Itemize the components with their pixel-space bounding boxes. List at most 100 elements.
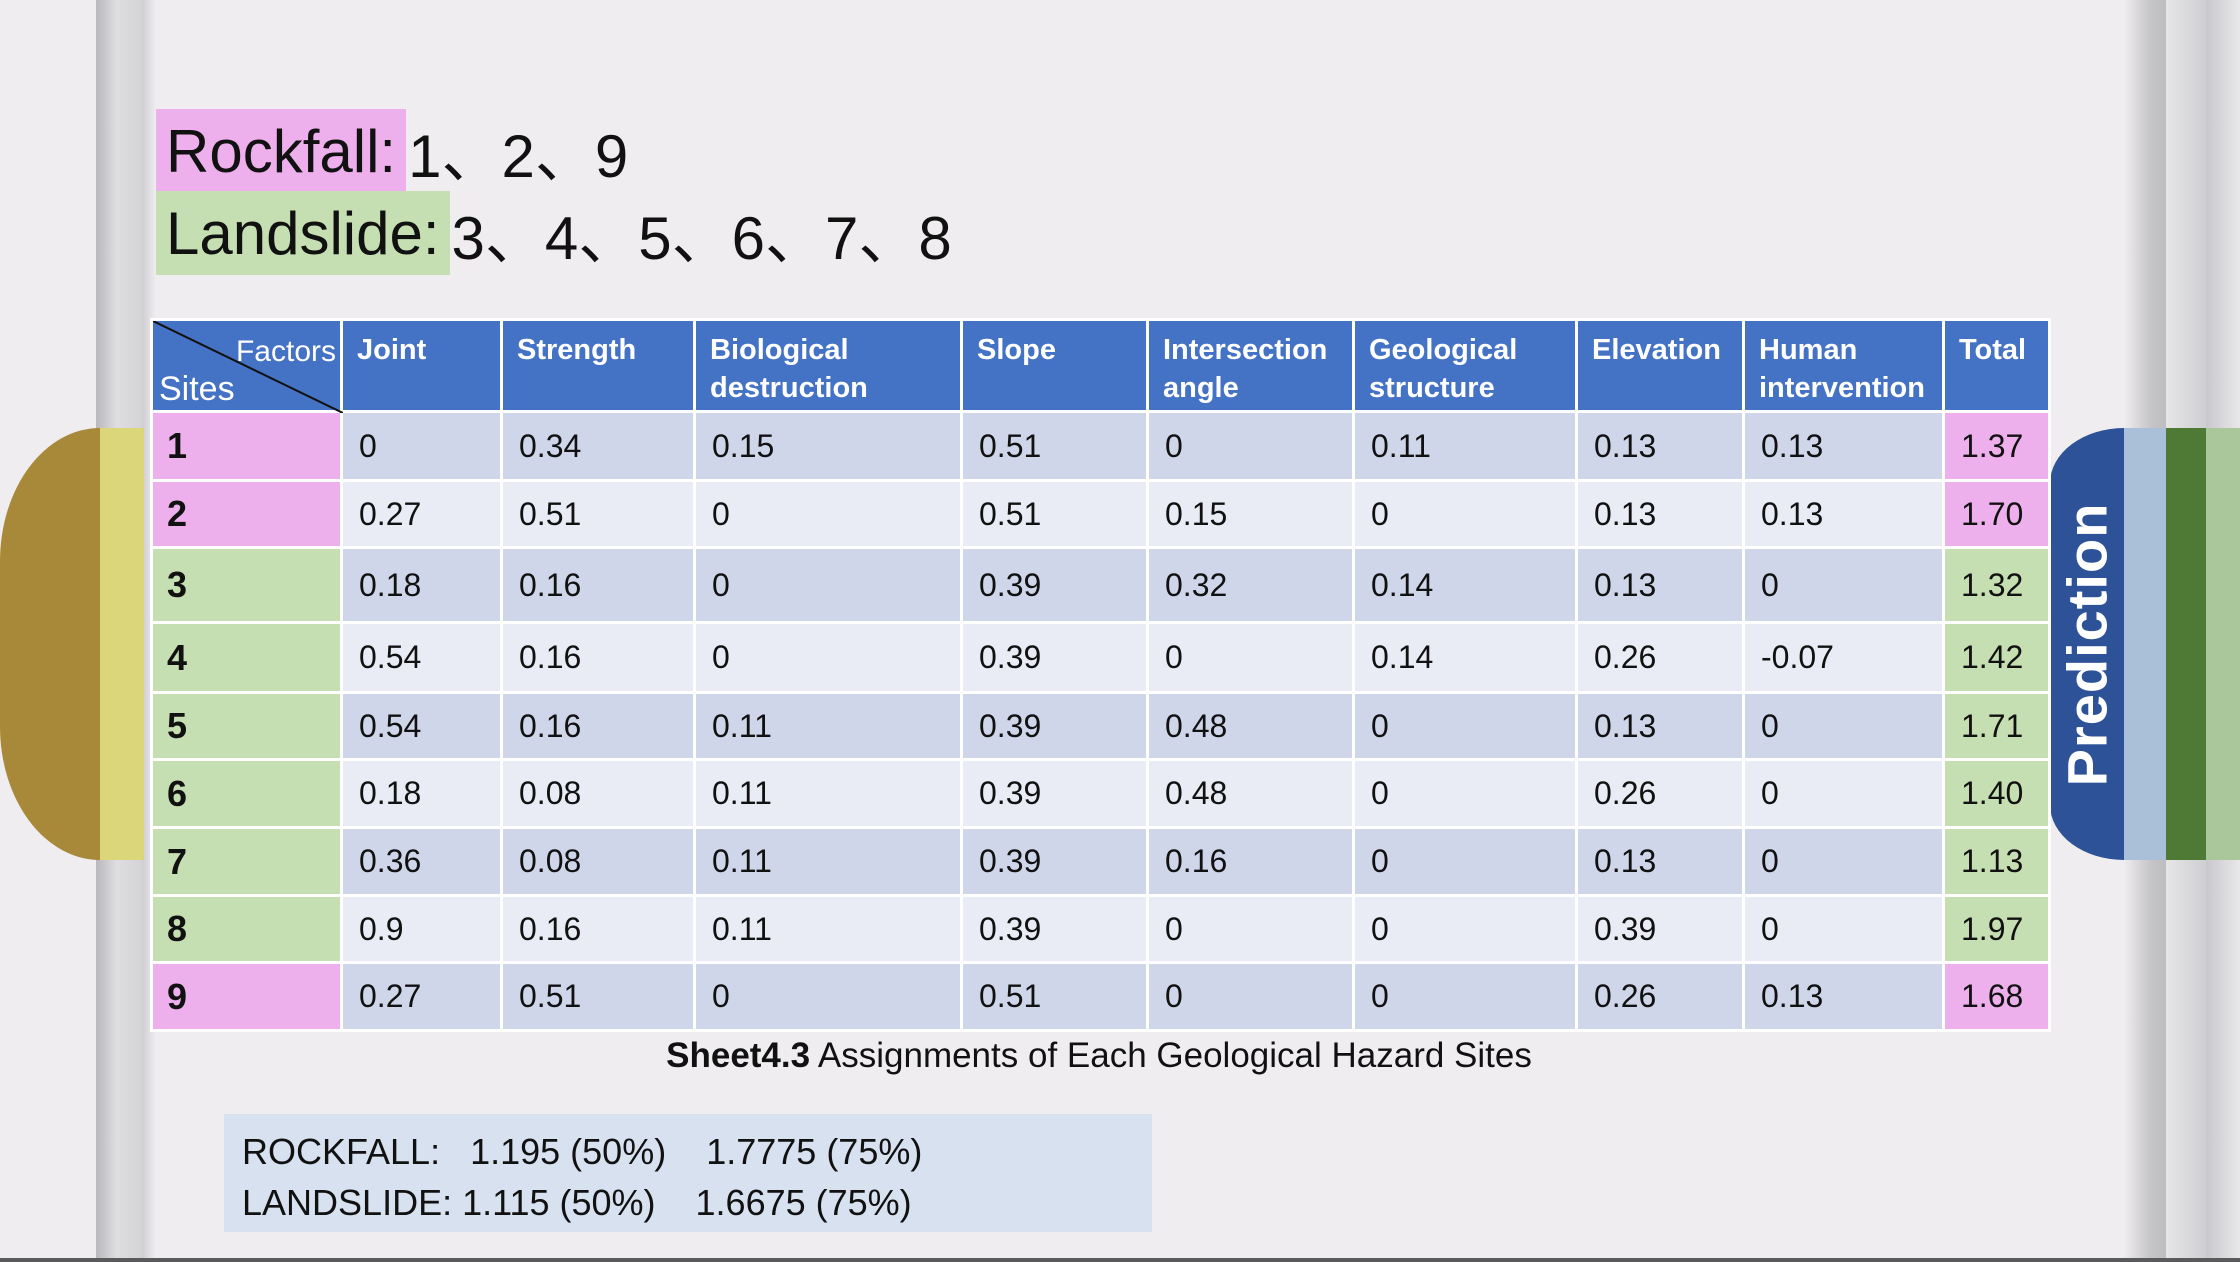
rockfall-threshold: ROCKFALL: 1.195 (50%) 1.7775 (75%) — [242, 1131, 923, 1172]
corner-factors-label: Factors — [235, 335, 336, 368]
value-cell: 0.39 — [960, 546, 1149, 624]
total-cell: 1.68 — [1942, 961, 2051, 1032]
value-cell: 0.34 — [500, 410, 696, 482]
value-cell: 0.36 — [340, 826, 503, 897]
value-cell: 0.13 — [1742, 410, 1945, 482]
table-row: 1 0 0.34 0.15 0.51 0 0.11 0.13 0.13 1.37 — [150, 410, 2051, 482]
value-cell: 0.13 — [1575, 546, 1745, 624]
column-header: Intersection angle — [1146, 318, 1355, 413]
value-cell: 0.16 — [500, 691, 696, 761]
site-cell: 9 — [150, 961, 343, 1032]
value-cell: 0.26 — [1575, 961, 1745, 1032]
rockfall-line: Rockfall: 1、2、9 — [156, 109, 628, 193]
value-cell: 0.9 — [340, 894, 503, 964]
value-cell: 0 — [1742, 691, 1945, 761]
value-cell: 0 — [340, 410, 503, 482]
value-cell: 0.26 — [1575, 621, 1745, 694]
value-cell: 0.27 — [340, 961, 503, 1032]
value-cell: 0.48 — [1146, 758, 1355, 829]
table-row: 8 0.9 0.16 0.11 0.39 0 0 0.39 0 1.97 — [150, 894, 2051, 964]
assignment-table: Factors Sites Joint Strength Biological … — [150, 318, 2051, 1032]
table-caption: Sheet4.3 Assignments of Each Geological … — [150, 1036, 2048, 1076]
column-header: Strength — [500, 318, 696, 413]
value-cell: 0.16 — [1146, 826, 1355, 897]
value-cell: 0.11 — [693, 894, 963, 964]
table-row: 7 0.36 0.08 0.11 0.39 0.16 0 0.13 0 1.13 — [150, 826, 2051, 897]
column-header: Total — [1942, 318, 2051, 413]
total-cell: 1.40 — [1942, 758, 2051, 829]
site-cell: 5 — [150, 691, 343, 761]
value-cell: 0.48 — [1146, 691, 1355, 761]
column-header: Elevation — [1575, 318, 1745, 413]
value-cell: 0.13 — [1575, 691, 1745, 761]
site-cell: 6 — [150, 758, 343, 829]
value-cell: 0 — [1742, 546, 1945, 624]
rockfall-sites: 1、2、9 — [408, 122, 629, 190]
value-cell: 0 — [1352, 758, 1578, 829]
bottom-divider — [0, 1258, 2240, 1262]
value-cell: 0.18 — [340, 758, 503, 829]
value-cell: 0 — [693, 546, 963, 624]
value-cell: 0.51 — [500, 479, 696, 549]
value-cell: 0 — [1742, 894, 1945, 964]
table-row: 6 0.18 0.08 0.11 0.39 0.48 0 0.26 0 1.40 — [150, 758, 2051, 829]
value-cell: 0.11 — [693, 758, 963, 829]
column-header: Geological structure — [1352, 318, 1578, 413]
rockfall-label: Rockfall: — [156, 109, 407, 193]
left-section-tab[interactable] — [0, 428, 100, 860]
value-cell: 0.18 — [340, 546, 503, 624]
value-cell: 0.54 — [340, 691, 503, 761]
value-cell: 0.51 — [960, 479, 1149, 549]
total-cell: 1.71 — [1942, 691, 2051, 761]
value-cell: 0.16 — [500, 546, 696, 624]
landslide-threshold: LANDSLIDE: 1.115 (50%) 1.6675 (75%) — [242, 1182, 912, 1223]
value-cell: 0.08 — [500, 758, 696, 829]
value-cell: 0.11 — [693, 826, 963, 897]
value-cell: 0.13 — [1575, 479, 1745, 549]
value-cell: 0 — [1742, 826, 1945, 897]
value-cell: 0 — [1146, 894, 1355, 964]
right-section-tab[interactable] — [2206, 428, 2240, 860]
value-cell: 0 — [693, 621, 963, 694]
value-cell: 0.15 — [693, 410, 963, 482]
value-cell: 0.39 — [960, 894, 1149, 964]
value-cell: 0.11 — [693, 691, 963, 761]
value-cell: 0.51 — [960, 961, 1149, 1032]
column-header: Slope — [960, 318, 1149, 413]
table-row: 9 0.27 0.51 0 0.51 0 0 0.26 0.13 1.68 — [150, 961, 2051, 1032]
value-cell: 0.13 — [1742, 479, 1945, 549]
value-cell: 0 — [1742, 758, 1945, 829]
left-section-tab-edge — [100, 428, 144, 860]
value-cell: 0.39 — [960, 758, 1149, 829]
value-cell: 0.16 — [500, 621, 696, 694]
value-cell: 0.11 — [1352, 410, 1578, 482]
value-cell: 0.13 — [1575, 410, 1745, 482]
right-section-tab[interactable] — [2166, 428, 2206, 860]
site-cell: 7 — [150, 826, 343, 897]
table-row: 2 0.27 0.51 0 0.51 0.15 0 0.13 0.13 1.70 — [150, 479, 2051, 549]
value-cell: 0.27 — [340, 479, 503, 549]
diagonal-divider — [153, 321, 343, 413]
value-cell: 0.13 — [1575, 826, 1745, 897]
table-row: 5 0.54 0.16 0.11 0.39 0.48 0 0.13 0 1.71 — [150, 691, 2051, 761]
value-cell: 0.15 — [1146, 479, 1355, 549]
value-cell: 0.39 — [960, 826, 1149, 897]
value-cell: 0.13 — [1742, 961, 1945, 1032]
value-cell: 0.39 — [960, 691, 1149, 761]
value-cell: 0 — [1352, 479, 1578, 549]
site-cell: 1 — [150, 410, 343, 482]
corner-header: Factors Sites — [150, 318, 343, 413]
value-cell: 0 — [1352, 826, 1578, 897]
prediction-tab[interactable] — [2050, 428, 2124, 860]
value-cell: 0 — [1352, 961, 1578, 1032]
landslide-label: Landslide: — [156, 191, 450, 275]
caption-text: Assignments of Each Geological Hazard Si… — [810, 1036, 1532, 1075]
table-row: 4 0.54 0.16 0 0.39 0 0.14 0.26 -0.07 1.42 — [150, 621, 2051, 694]
caption-number: Sheet4.3 — [666, 1036, 811, 1075]
value-cell: 0 — [1146, 621, 1355, 694]
total-cell: 1.13 — [1942, 826, 2051, 897]
value-cell: 0.51 — [960, 410, 1149, 482]
right-section-tab[interactable] — [2124, 428, 2166, 860]
value-cell: 0.26 — [1575, 758, 1745, 829]
site-cell: 2 — [150, 479, 343, 549]
